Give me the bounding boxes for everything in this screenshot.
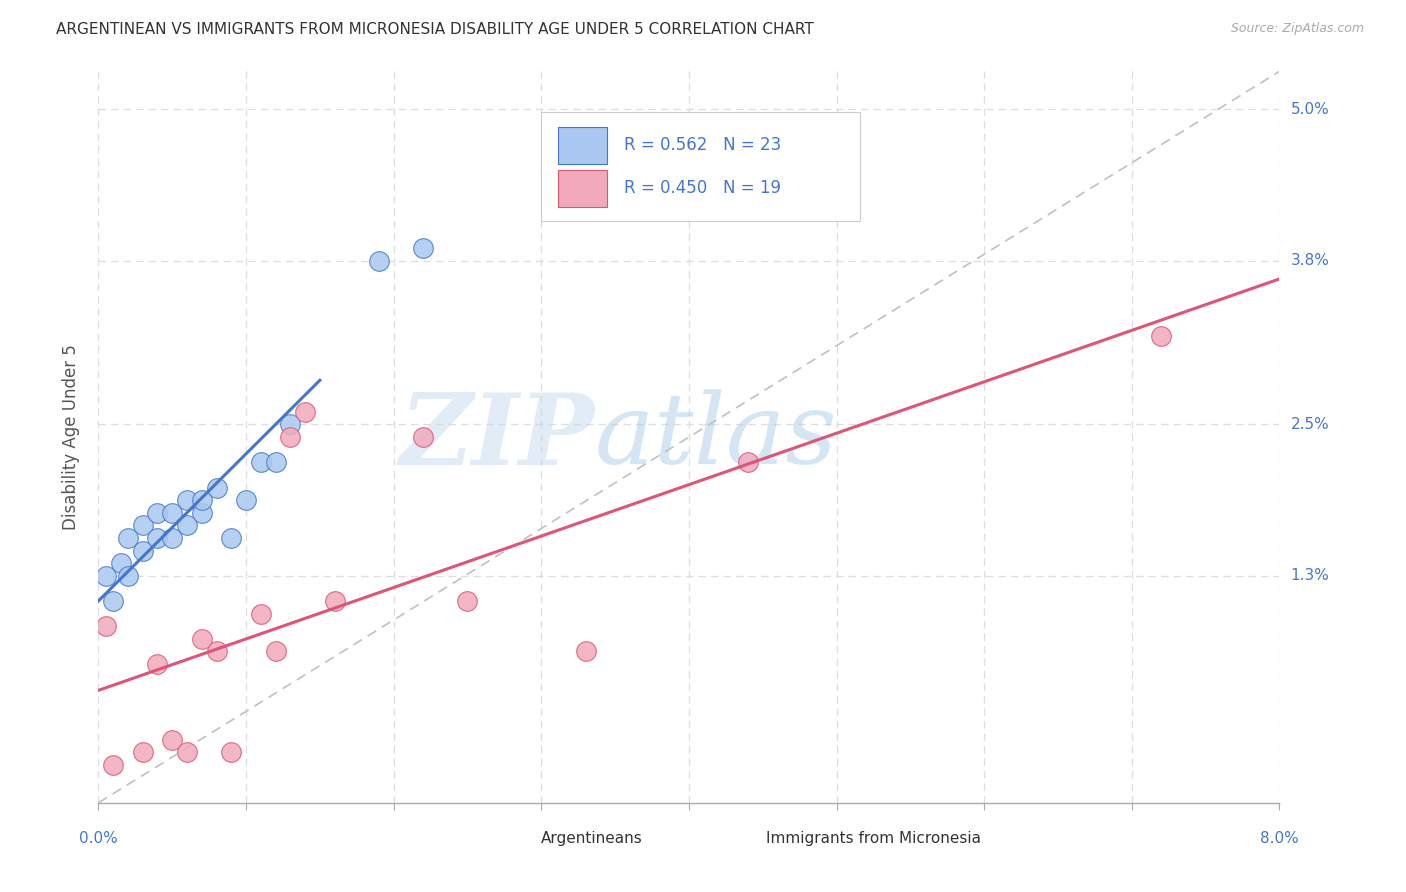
Text: Source: ZipAtlas.com: Source: ZipAtlas.com xyxy=(1230,22,1364,36)
Point xyxy=(176,518,198,533)
Point xyxy=(221,531,243,545)
Point xyxy=(280,430,302,444)
Text: atlas: atlas xyxy=(595,390,837,484)
Point xyxy=(191,632,214,646)
Point xyxy=(294,405,316,419)
Point xyxy=(191,493,214,508)
Text: 1.3%: 1.3% xyxy=(1291,568,1330,583)
Point xyxy=(205,644,228,658)
Point xyxy=(368,253,391,268)
Point xyxy=(250,607,273,621)
Point xyxy=(412,430,434,444)
Point xyxy=(250,455,273,469)
Point xyxy=(103,758,125,772)
Point xyxy=(94,569,117,583)
Point xyxy=(323,594,346,608)
Point xyxy=(575,644,598,658)
Point xyxy=(176,745,198,759)
Text: R = 0.450   N = 19: R = 0.450 N = 19 xyxy=(624,179,780,197)
Point xyxy=(737,455,759,469)
Text: ZIP: ZIP xyxy=(399,389,595,485)
Point xyxy=(146,657,169,671)
FancyBboxPatch shape xyxy=(541,112,860,221)
Point xyxy=(162,531,183,545)
Point xyxy=(146,531,169,545)
Text: R = 0.562   N = 23: R = 0.562 N = 23 xyxy=(624,136,782,154)
Point xyxy=(162,506,183,520)
Point xyxy=(146,506,169,520)
Point xyxy=(103,594,125,608)
Text: 3.8%: 3.8% xyxy=(1291,253,1330,268)
Point xyxy=(457,594,479,608)
Text: Argentineans: Argentineans xyxy=(541,831,643,847)
Point xyxy=(94,619,117,633)
Text: ARGENTINEAN VS IMMIGRANTS FROM MICRONESIA DISABILITY AGE UNDER 5 CORRELATION CHA: ARGENTINEAN VS IMMIGRANTS FROM MICRONESI… xyxy=(56,22,814,37)
Point xyxy=(132,518,155,533)
Point xyxy=(1150,329,1173,343)
Text: Immigrants from Micronesia: Immigrants from Micronesia xyxy=(766,831,981,847)
FancyBboxPatch shape xyxy=(711,826,755,851)
Point xyxy=(412,241,434,255)
FancyBboxPatch shape xyxy=(486,826,530,851)
Y-axis label: Disability Age Under 5: Disability Age Under 5 xyxy=(62,344,80,530)
Point xyxy=(235,493,257,508)
Point xyxy=(280,417,302,432)
Point xyxy=(162,732,183,747)
Point xyxy=(264,644,287,658)
Text: 0.0%: 0.0% xyxy=(79,830,118,846)
Text: 8.0%: 8.0% xyxy=(1260,830,1299,846)
FancyBboxPatch shape xyxy=(558,170,607,207)
FancyBboxPatch shape xyxy=(558,127,607,163)
Point xyxy=(264,455,287,469)
Text: 2.5%: 2.5% xyxy=(1291,417,1329,432)
Point xyxy=(221,745,243,759)
Point xyxy=(205,481,228,495)
Text: 5.0%: 5.0% xyxy=(1291,102,1329,117)
Point xyxy=(117,569,139,583)
Point xyxy=(191,506,214,520)
Point xyxy=(110,556,132,570)
Point xyxy=(117,531,139,545)
Point xyxy=(176,493,198,508)
Point xyxy=(132,543,155,558)
Point xyxy=(132,745,155,759)
